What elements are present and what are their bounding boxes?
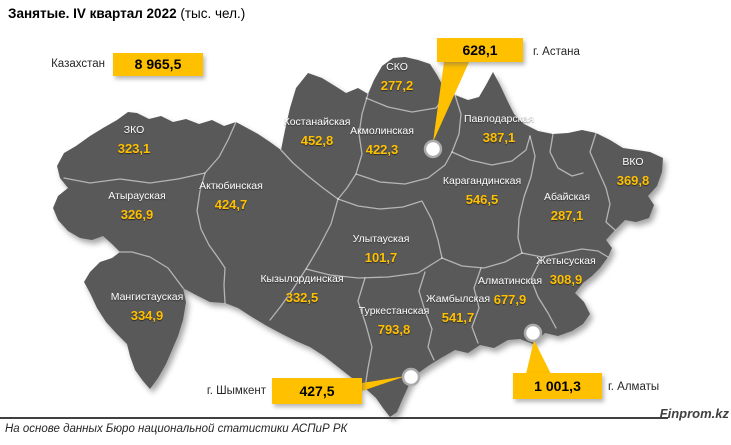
region-label-zhambyl: Жамбылская 541,7 xyxy=(425,293,491,325)
page-title: Занятые. IV квартал 2022 (тыс. чел.) xyxy=(8,6,245,21)
almaty-label: г. Алматы xyxy=(608,381,660,393)
almaty-marker xyxy=(523,323,543,343)
almaty-callout-tail xyxy=(526,340,551,374)
shymkent-callout-leader xyxy=(362,376,406,391)
title-unit: (тыс. чел.) xyxy=(176,6,246,21)
region-label-akmola: Акмолинская 422,3 xyxy=(350,125,414,157)
footer-divider xyxy=(0,417,668,419)
region-label-zko: ЗКО 323,1 xyxy=(117,124,151,156)
region-label-almaty-obl: Алматинская 677,9 xyxy=(477,275,543,307)
region-label-vko: ВКО 369,8 xyxy=(616,156,650,188)
country-value-box: 8 965,5 xyxy=(113,53,203,76)
country-label: Казахстан xyxy=(51,58,105,70)
region-label-zhetysu: Жетысуская 308,9 xyxy=(536,255,596,287)
shymkent-marker xyxy=(401,367,421,387)
title-main: Занятые. IV квартал 2022 xyxy=(8,6,177,21)
region-label-kostanay: Костанайская 452,8 xyxy=(283,116,351,148)
region-label-ulytau: Улытауская 101,7 xyxy=(352,233,410,265)
region-label-abai: Абайская 287,1 xyxy=(543,191,591,223)
country-silhouette xyxy=(53,57,663,417)
region-label-kyzylorda: Кызылординская 332,5 xyxy=(260,273,344,305)
region-label-sko: СКО 277,2 xyxy=(380,61,414,93)
region-borders xyxy=(63,91,616,389)
region-label-aktobe: Актюбинская 424,7 xyxy=(199,180,263,212)
astana-marker xyxy=(423,139,443,159)
almaty-value-box: 1 001,3 xyxy=(513,373,602,399)
source-note: На основе данных Бюро национальной стати… xyxy=(5,423,348,435)
region-label-turkestan: Туркестанская 793,8 xyxy=(358,305,430,337)
astana-label: г. Астана xyxy=(533,46,580,58)
shymkent-label: г. Шымкент xyxy=(206,385,266,397)
region-label-mangystau: Мангистауская 334,9 xyxy=(110,291,184,323)
region-label-karaganda: Карагандинская 546,5 xyxy=(442,175,522,207)
region-label-pavlodar: Павлодарская 387,1 xyxy=(464,113,534,145)
brand-watermark: Finprom.kz xyxy=(659,406,729,421)
shymkent-value-box: 427,5 xyxy=(272,378,362,404)
region-label-atyrau: Атырауская 326,9 xyxy=(108,190,166,222)
astana-callout-tail xyxy=(433,62,469,142)
astana-value-box: 628,1 xyxy=(437,38,523,62)
